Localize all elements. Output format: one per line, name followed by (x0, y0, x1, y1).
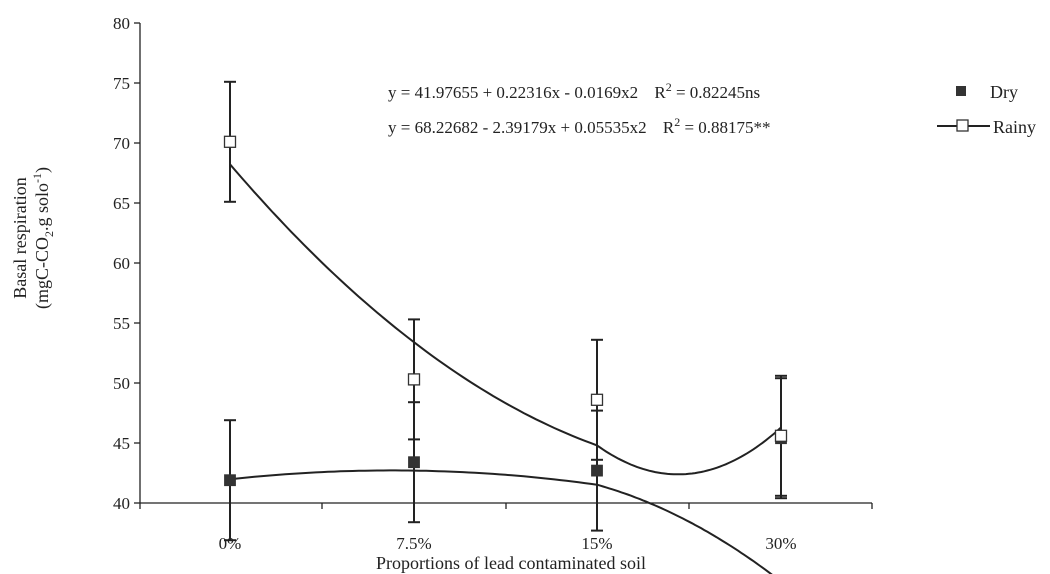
y-tick-label: 55 (113, 314, 130, 333)
axes: 40 45 50 55 60 65 70 75 80 0% 7.5% 15% 30% (113, 14, 873, 553)
x-tick-label: 15% (581, 534, 612, 553)
legend-marker-rainy (956, 119, 969, 132)
trend-lines (229, 163, 782, 574)
data-point-rainy (223, 135, 237, 148)
data-point-rainy (407, 373, 421, 386)
data-point-rainy (590, 393, 604, 406)
y-axis-title-line2: (mgC-CO2.g solo-1) (30, 167, 56, 309)
legend-label-dry: Dry (990, 82, 1018, 102)
legend-label-rainy: Rainy (993, 117, 1036, 137)
data-points (223, 135, 788, 487)
y-tick-label: 50 (113, 374, 130, 393)
y-tick-label: 60 (113, 254, 130, 273)
y-tick-label: 45 (113, 434, 130, 453)
y-axis-title-line1: Basal respiration (10, 177, 30, 298)
y-tick-label: 75 (113, 74, 130, 93)
data-point-dry (591, 464, 603, 477)
legend-marker-dry (956, 86, 966, 96)
y-axis-title: Basal respiration (mgC-CO2.g solo-1) (10, 167, 56, 309)
x-tick-label: 0% (219, 534, 242, 553)
x-tick-label: 7.5% (396, 534, 431, 553)
equation-rainy: y = 68.22682 - 2.39179x + 0.05535x2 R2 =… (388, 115, 771, 137)
trend-line-rainy (229, 163, 782, 476)
x-tick-label: 30% (765, 534, 796, 553)
y-tick-label: 80 (113, 14, 130, 33)
data-point-rainy (774, 429, 788, 442)
equation-dry: y = 41.97655 + 0.22316x - 0.0169x2 R2 = … (388, 80, 760, 102)
legend: Dry Rainy (937, 82, 1036, 137)
y-tick-label: 70 (113, 134, 130, 153)
data-point-dry (224, 474, 236, 487)
y-tick-label: 40 (113, 494, 130, 513)
x-axis-title: Proportions of lead contaminated soil (376, 553, 646, 573)
data-point-dry (408, 456, 420, 469)
y-tick-label: 65 (113, 194, 130, 213)
